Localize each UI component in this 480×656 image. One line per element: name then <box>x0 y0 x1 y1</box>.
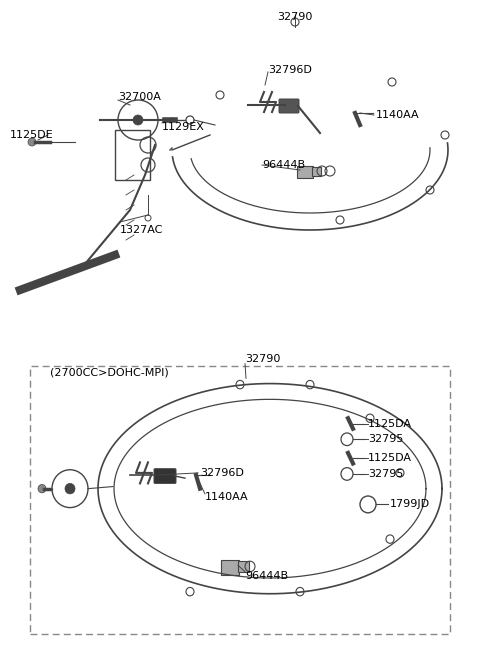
Text: 32795: 32795 <box>368 434 403 444</box>
Circle shape <box>28 138 36 146</box>
Text: 32700A: 32700A <box>118 92 161 102</box>
Text: 1129EX: 1129EX <box>162 122 205 132</box>
Circle shape <box>65 483 75 494</box>
Text: 32790: 32790 <box>277 12 312 22</box>
FancyBboxPatch shape <box>221 560 239 575</box>
Text: 1140AA: 1140AA <box>376 110 420 120</box>
FancyBboxPatch shape <box>279 99 299 113</box>
FancyBboxPatch shape <box>238 561 249 572</box>
Text: 96444B: 96444B <box>245 571 288 581</box>
FancyBboxPatch shape <box>312 167 321 176</box>
Text: 1125DA: 1125DA <box>368 419 412 428</box>
Circle shape <box>38 485 46 493</box>
FancyBboxPatch shape <box>297 166 313 178</box>
FancyBboxPatch shape <box>154 468 176 483</box>
Text: 32796D: 32796D <box>200 468 244 478</box>
Text: 1140AA: 1140AA <box>205 492 249 502</box>
Text: 32795: 32795 <box>368 469 403 479</box>
Text: 1125DE: 1125DE <box>10 130 54 140</box>
Text: 32796D: 32796D <box>268 65 312 75</box>
Text: (2700CC>DOHC-MPI): (2700CC>DOHC-MPI) <box>50 368 169 378</box>
Circle shape <box>133 115 143 125</box>
Bar <box>115 130 150 180</box>
Text: 1327AC: 1327AC <box>120 225 163 235</box>
Text: 1799JD: 1799JD <box>390 499 430 510</box>
Text: 32790: 32790 <box>245 354 280 363</box>
Text: 96444B: 96444B <box>262 160 305 170</box>
Text: 1125DA: 1125DA <box>368 453 412 463</box>
